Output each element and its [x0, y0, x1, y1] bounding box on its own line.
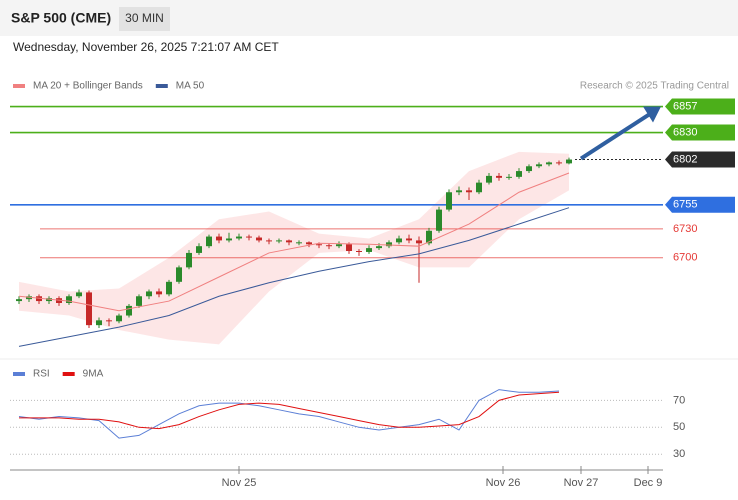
- legend-swatch: [13, 372, 25, 376]
- candle-body: [416, 240, 422, 244]
- candle-body: [536, 164, 542, 167]
- legend-label: MA 20 + Bollinger Bands: [33, 81, 143, 92]
- legend-label: MA 50: [176, 81, 205, 92]
- credit: Research © 2025 Trading Central: [580, 81, 729, 92]
- candle-body: [86, 292, 92, 326]
- y-tick-label: 30: [673, 448, 685, 460]
- candle-body: [526, 166, 532, 172]
- y-tick-label: 50: [673, 421, 685, 433]
- candle-body: [396, 238, 402, 243]
- candle-body: [436, 209, 442, 231]
- arrow-head: [643, 106, 661, 123]
- instrument-title: S&P 500 (CME): [11, 10, 111, 26]
- candle-body: [566, 159, 572, 164]
- candle-body: [476, 182, 482, 193]
- level-label: 6730: [673, 223, 697, 235]
- candle-body: [186, 252, 192, 268]
- candle-body: [386, 242, 392, 247]
- level-tag: [665, 124, 735, 141]
- level-label: 6830: [673, 126, 697, 138]
- candle-body: [226, 238, 232, 241]
- candle-body: [236, 236, 242, 239]
- candle-body: [136, 296, 142, 306]
- candle-body: [336, 244, 342, 247]
- candle-body: [346, 244, 352, 251]
- candle-body: [116, 315, 122, 322]
- legend-label: RSI: [33, 369, 50, 380]
- x-tick-label: Nov 25: [222, 477, 257, 489]
- candle-body: [76, 292, 82, 297]
- rsi-line: [19, 391, 560, 430]
- candle-body: [96, 320, 102, 326]
- candle-body: [16, 299, 22, 302]
- candle-body: [546, 162, 552, 165]
- x-tick-label: Nov 26: [486, 477, 521, 489]
- candle-body: [516, 171, 522, 177]
- candle-body: [106, 320, 112, 322]
- candle-body: [166, 281, 172, 295]
- candle-body: [456, 190, 462, 193]
- interval: 30 MIN: [125, 11, 164, 25]
- candle-body: [486, 175, 492, 183]
- candle-body: [306, 242, 312, 245]
- candle-body: [66, 296, 72, 303]
- level-tag: [665, 98, 735, 115]
- x-tick-label: Nov 27: [564, 477, 599, 489]
- candle-body: [176, 267, 182, 282]
- legend-swatch: [13, 84, 25, 88]
- ma-line: [18, 172, 570, 312]
- candle-body: [246, 236, 252, 238]
- candle-body: [256, 237, 262, 241]
- candle-body: [506, 176, 512, 178]
- candle-body: [356, 251, 362, 252]
- legend-label: 9MA: [83, 369, 104, 380]
- level-label: 6700: [673, 252, 697, 264]
- rsi-line: [18, 389, 560, 439]
- level-label: 6755: [673, 199, 697, 211]
- level-tag: [665, 151, 735, 168]
- level-label: 6802: [673, 153, 697, 165]
- candle-body: [406, 238, 412, 241]
- candle-body: [366, 248, 372, 252]
- candle-body: [466, 190, 472, 193]
- candle-body: [326, 245, 332, 247]
- projection-arrow: [579, 112, 651, 161]
- candle-body: [276, 240, 282, 242]
- candle-body: [126, 305, 132, 316]
- candle-body: [316, 244, 322, 246]
- interval-box: [119, 7, 170, 31]
- level-tag: [665, 196, 735, 213]
- candle-body: [426, 230, 432, 244]
- candle-body: [146, 291, 152, 297]
- legend-swatch: [155, 84, 168, 88]
- candle-body: [206, 236, 212, 247]
- candle-body: [156, 291, 162, 295]
- level-label: 6857: [673, 100, 697, 112]
- candle-body: [266, 240, 272, 242]
- y-tick-label: 70: [673, 394, 685, 406]
- candle-body: [216, 236, 222, 241]
- candle-body: [196, 246, 202, 253]
- legend-swatch: [62, 372, 75, 376]
- ma-line: [18, 207, 570, 347]
- x-tick-label: Dec 9: [634, 477, 663, 489]
- date: Wednesday, November 26, 2025 7:21:07 AM …: [13, 40, 279, 54]
- candle-body: [556, 162, 562, 164]
- candle-body: [286, 240, 292, 243]
- candle-body: [446, 192, 452, 210]
- candle-body: [496, 175, 502, 178]
- candle-body: [376, 246, 382, 249]
- candle-body: [296, 242, 302, 244]
